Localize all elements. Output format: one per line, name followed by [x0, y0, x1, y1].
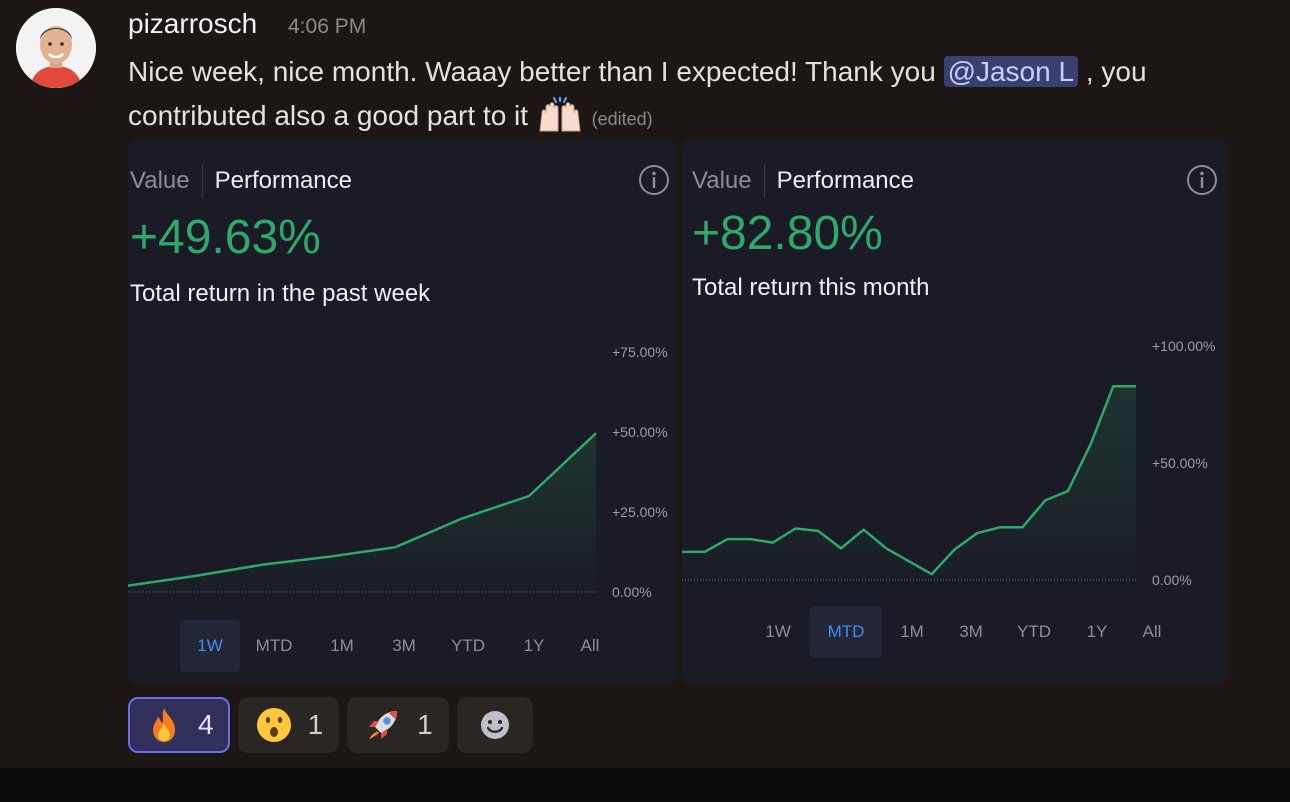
range-selector: 1W MTD 1M 3M YTD 1Y All — [180, 620, 616, 672]
performance-line — [128, 432, 597, 587]
range-button-3m[interactable]: 3M — [392, 636, 416, 655]
performance-area — [128, 433, 596, 592]
range-button-1m[interactable]: 1M — [900, 622, 924, 641]
reaction-count: 1 — [417, 709, 433, 740]
message-timestamp: 4:06 PM — [288, 15, 367, 38]
range-button-1y[interactable]: 1Y — [523, 636, 545, 655]
info-icon[interactable] — [638, 164, 670, 196]
total-return-label: Total return this month — [692, 274, 930, 301]
rocket-icon — [363, 705, 403, 745]
total-return-value: +82.80% — [692, 207, 883, 260]
range-button-1w[interactable]: 1W — [180, 620, 240, 672]
y-tick-label: 0.00% — [1152, 572, 1192, 588]
message-author[interactable]: pizarrosch — [128, 8, 258, 39]
tab-value[interactable]: Value — [692, 167, 752, 194]
range-button-all[interactable]: All — [580, 636, 600, 655]
performance-card-month: Value Performance +82.80% Total return t… — [682, 140, 1228, 684]
range-selector: 1W MTD 1M 3M YTD 1Y All — [746, 606, 1178, 658]
range-button-1m[interactable]: 1M — [330, 636, 354, 655]
avatar[interactable] — [16, 8, 96, 88]
tab-divider — [201, 164, 203, 198]
reaction-bar: 4 1 1 — [128, 697, 533, 753]
reaction-button[interactable]: 4 — [128, 697, 230, 753]
info-icon[interactable] — [1186, 164, 1218, 196]
tab-divider — [763, 164, 765, 198]
range-button-1w[interactable]: 1W — [765, 622, 791, 641]
reaction-button[interactable]: 1 — [237, 697, 340, 753]
tab-value[interactable]: Value — [130, 167, 190, 194]
message-body: Nice week, nice month. Waaay better than… — [128, 50, 1238, 141]
range-button-ytd[interactable]: YTD — [1017, 622, 1051, 641]
tab-performance[interactable]: Performance — [214, 167, 352, 194]
tab-performance[interactable]: Performance — [776, 167, 914, 194]
add-reaction-button[interactable] — [456, 697, 533, 753]
range-button-1y[interactable]: 1Y — [1086, 622, 1108, 641]
user-mention[interactable]: @Jason L — [943, 56, 1079, 87]
message-text-continued: , you contributed also a good part to it — [128, 56, 1147, 131]
performance-area — [682, 386, 1136, 580]
performance-chart[interactable]: +75.00% +50.00% +25.00% 0.00% — [128, 330, 676, 610]
reaction-button[interactable]: 1 — [347, 697, 449, 753]
range-button-all[interactable]: All — [1142, 622, 1162, 641]
reaction-count: 4 — [198, 709, 214, 740]
add-reaction-icon — [475, 705, 515, 745]
message-text: Nice week, nice month. Waaay better than… — [128, 56, 944, 87]
y-tick-label: +100.00% — [1152, 338, 1215, 354]
total-return-value: +49.63% — [130, 211, 321, 264]
y-tick-label: +50.00% — [612, 424, 668, 440]
y-tick-label: 0.00% — [612, 584, 652, 600]
raised-hands-icon — [539, 97, 581, 132]
edited-label: (edited) — [591, 109, 653, 129]
performance-line — [682, 384, 1136, 576]
fire-icon — [144, 705, 184, 745]
astonished-face-icon — [254, 705, 294, 745]
y-tick-label: +75.00% — [612, 344, 668, 360]
bottom-strip — [0, 768, 1290, 802]
range-button-3m[interactable]: 3M — [959, 622, 983, 641]
range-button-mtd[interactable]: MTD — [810, 606, 882, 658]
performance-chart[interactable]: +100.00% +50.00% 0.00% — [682, 330, 1228, 600]
reaction-count: 1 — [307, 709, 324, 740]
y-tick-label: +25.00% — [612, 504, 668, 520]
performance-card-week: Value Performance +49.63% Total return i… — [128, 140, 676, 684]
total-return-label: Total return in the past week — [130, 280, 431, 307]
y-tick-label: +50.00% — [1152, 455, 1208, 471]
range-button-mtd[interactable]: MTD — [255, 636, 293, 655]
range-button-ytd[interactable]: YTD — [451, 636, 485, 655]
